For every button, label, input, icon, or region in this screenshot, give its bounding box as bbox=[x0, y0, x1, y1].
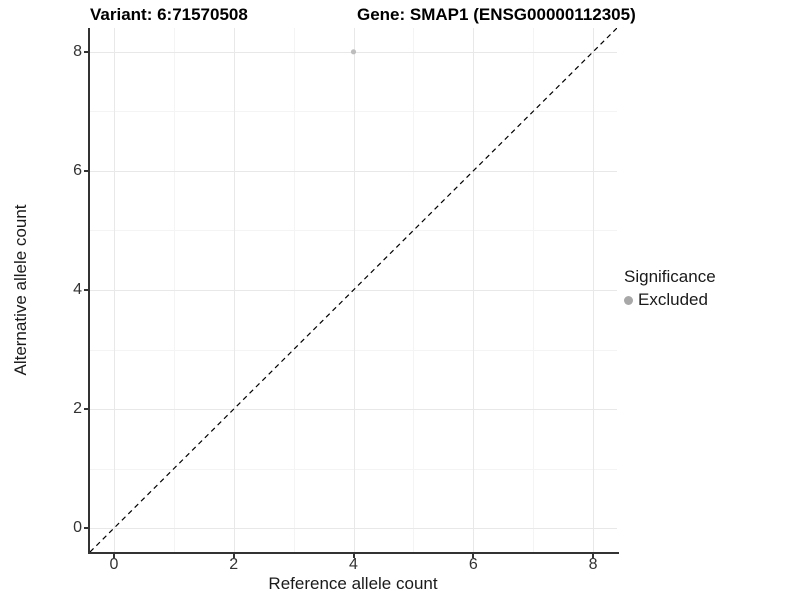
x-axis-tick bbox=[112, 552, 115, 558]
x-axis-title: Reference allele count bbox=[268, 574, 438, 593]
y-axis-tick-label: 2 bbox=[73, 400, 82, 418]
x-axis-tick bbox=[592, 552, 595, 558]
major-gridline-y bbox=[90, 528, 617, 530]
data-point bbox=[350, 49, 357, 55]
x-axis-tick-label: 0 bbox=[109, 556, 119, 573]
y-axis-tick bbox=[84, 289, 90, 291]
y-axis-tick bbox=[84, 169, 90, 172]
plot-panel bbox=[90, 28, 617, 552]
y-axis-tick-label: 4 bbox=[73, 281, 82, 298]
y-axis-tick bbox=[84, 527, 90, 530]
legend: Significance Excluded bbox=[624, 267, 716, 310]
x-axis-tick-label: 6 bbox=[468, 556, 478, 573]
major-gridline-y bbox=[90, 170, 617, 172]
legend-item-excluded: Excluded bbox=[624, 290, 716, 310]
x-axis-tick-label: 4 bbox=[349, 556, 358, 573]
y-axis-tick bbox=[84, 408, 90, 411]
identity-reference-line bbox=[90, 28, 617, 552]
x-axis-tick-label: 2 bbox=[229, 556, 239, 573]
x-axis-tick bbox=[352, 552, 355, 558]
y-axis-tick-label: 0 bbox=[73, 519, 82, 537]
plot-overlay bbox=[90, 28, 617, 552]
major-gridline-y bbox=[90, 409, 617, 411]
legend-item-label: Excluded bbox=[638, 290, 708, 309]
x-axis-tick bbox=[472, 552, 475, 558]
y-axis-tick-label: 8 bbox=[73, 42, 82, 60]
y-axis-title: Alternative allele count bbox=[11, 204, 30, 376]
plot-title-variant: Variant: 6:71570508 bbox=[90, 5, 248, 24]
legend-title: Significance bbox=[624, 267, 716, 286]
plot-title-gene: Gene: SMAP1 (ENSG00000112305) bbox=[357, 5, 636, 24]
y-axis-tick-label: 6 bbox=[73, 161, 82, 179]
y-axis-tick bbox=[84, 50, 90, 53]
x-axis-tick bbox=[232, 552, 235, 558]
legend-key-dot-icon bbox=[624, 295, 633, 305]
y-axis-line bbox=[88, 28, 90, 554]
x-axis-tick-label: 8 bbox=[588, 556, 598, 573]
